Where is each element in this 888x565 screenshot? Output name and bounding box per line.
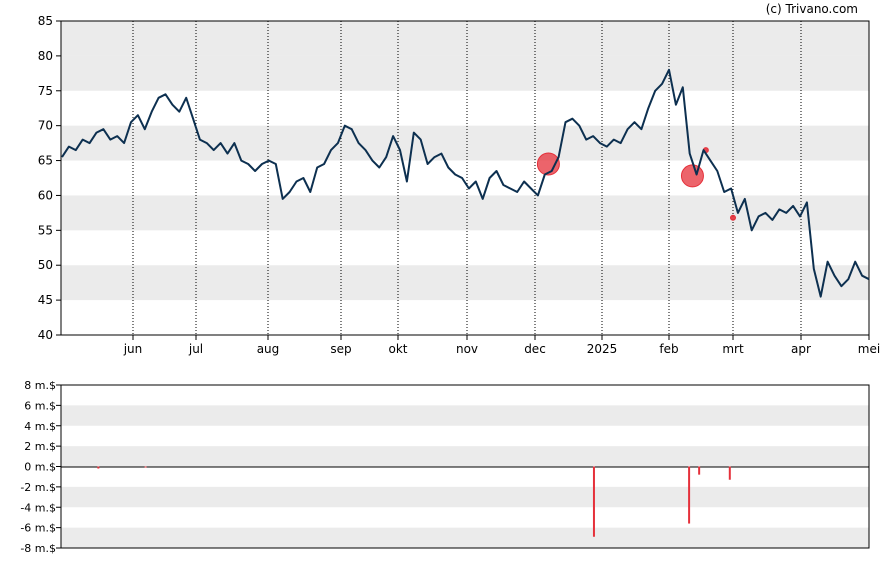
- x-tick-label: aug: [257, 342, 280, 356]
- price-grid-band: [61, 55, 869, 91]
- y-tick-label: 40: [38, 328, 53, 342]
- x-tick-label: dec: [524, 342, 546, 356]
- y-tick-label: 55: [38, 223, 53, 237]
- y-tick-label: 65: [38, 154, 53, 168]
- y-tick-label: 75: [38, 84, 53, 98]
- volume-y-tick-label: 4 m.$: [24, 420, 56, 433]
- event-marker: [730, 214, 736, 221]
- x-tick-label: okt: [389, 342, 408, 356]
- price-line: [61, 68, 870, 298]
- x-tick-label: mei: [858, 342, 880, 356]
- volume-grid-band: [61, 446, 869, 467]
- event-marker: [536, 152, 560, 176]
- volume-y-tick-label: 2 m.$: [24, 440, 56, 453]
- event-marker: [680, 164, 704, 188]
- x-tick-label: nov: [456, 342, 478, 356]
- x-tick-label: jul: [188, 342, 203, 356]
- y-tick-label: 85: [38, 14, 53, 28]
- x-tick-label: sep: [330, 342, 351, 356]
- volume-y-tick-label: -2 m.$: [20, 481, 56, 494]
- price-grid-band: [61, 125, 869, 161]
- price-chart: 85 80 75 70 65 60 55 50 45 40 jun jul aug sep okt nov d…: [38, 14, 880, 356]
- x-tick-label: jun: [123, 342, 143, 356]
- x-tick-label: apr: [791, 342, 811, 356]
- volume-y-tick-label: -8 m.$: [20, 542, 56, 555]
- price-grid-band: [61, 21, 869, 56]
- x-tick-label: 2025: [587, 342, 618, 356]
- volume-y-tick-label: 8 m.$: [24, 379, 56, 392]
- y-tick-label: 45: [38, 293, 53, 307]
- volume-y-tick-label: -4 m.$: [20, 501, 56, 514]
- volume-grid-band: [61, 405, 869, 426]
- volume-y-tick-label: 0 m.$: [24, 461, 56, 474]
- x-tick-label: mrt: [722, 342, 744, 356]
- volume-chart: 8 m.$ 6 m.$ 4 m.$ 2 m.$ 0 m.$ -2 m.$ -4 m.$ -6 …: [20, 379, 870, 555]
- volume-grid-band: [61, 527, 869, 548]
- volume-y-tick-label: 6 m.$: [24, 399, 56, 412]
- y-tick-label: 50: [38, 258, 53, 272]
- copyright-text: (c) Trivano.com: [766, 2, 858, 16]
- price-plot-frame: [60, 20, 870, 336]
- price-grid-band: [61, 265, 869, 301]
- x-tick-label: feb: [659, 342, 678, 356]
- volume-y-tick-label: -6 m.$: [20, 522, 56, 535]
- y-tick-label: 80: [38, 49, 53, 63]
- y-tick-label: 60: [38, 188, 53, 202]
- y-tick-label: 70: [38, 119, 53, 133]
- volume-grid-band: [61, 486, 869, 508]
